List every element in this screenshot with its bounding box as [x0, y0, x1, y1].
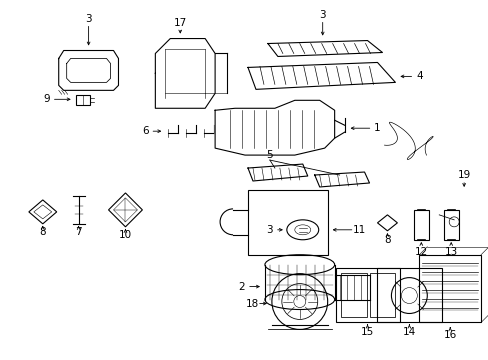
Text: 1: 1	[373, 123, 380, 133]
Text: 9: 9	[43, 94, 50, 104]
Bar	[443, 210, 458, 240]
Text: 2: 2	[238, 282, 245, 292]
Bar	[413, 210, 428, 240]
Bar	[335, 268, 400, 323]
Text: 19: 19	[457, 170, 470, 180]
Text: 4: 4	[415, 71, 422, 81]
Text: 17: 17	[173, 18, 186, 28]
Text: 3: 3	[266, 225, 273, 235]
Text: 13: 13	[444, 247, 457, 257]
Text: 7: 7	[75, 227, 82, 237]
Text: 11: 11	[352, 225, 366, 235]
Bar	[369, 273, 395, 318]
Text: 5: 5	[266, 150, 273, 160]
Text: 10: 10	[119, 230, 132, 240]
Text: 12: 12	[414, 247, 427, 257]
Bar	[419, 255, 480, 323]
Text: 16: 16	[443, 330, 456, 341]
Polygon shape	[247, 164, 307, 181]
Bar	[247, 190, 327, 255]
Bar	[377, 268, 441, 323]
Text: 3: 3	[319, 10, 325, 20]
Polygon shape	[247, 62, 395, 89]
Bar	[340, 273, 366, 318]
Text: 8: 8	[384, 235, 390, 245]
Text: 14: 14	[402, 327, 415, 337]
Polygon shape	[314, 172, 369, 187]
Text: 6: 6	[142, 126, 148, 136]
Text: 3: 3	[85, 14, 92, 24]
Bar	[76, 95, 89, 105]
Text: 8: 8	[40, 227, 46, 237]
Polygon shape	[267, 41, 382, 57]
Text: 15: 15	[360, 327, 373, 337]
Text: 18: 18	[245, 298, 258, 309]
Polygon shape	[215, 100, 334, 155]
